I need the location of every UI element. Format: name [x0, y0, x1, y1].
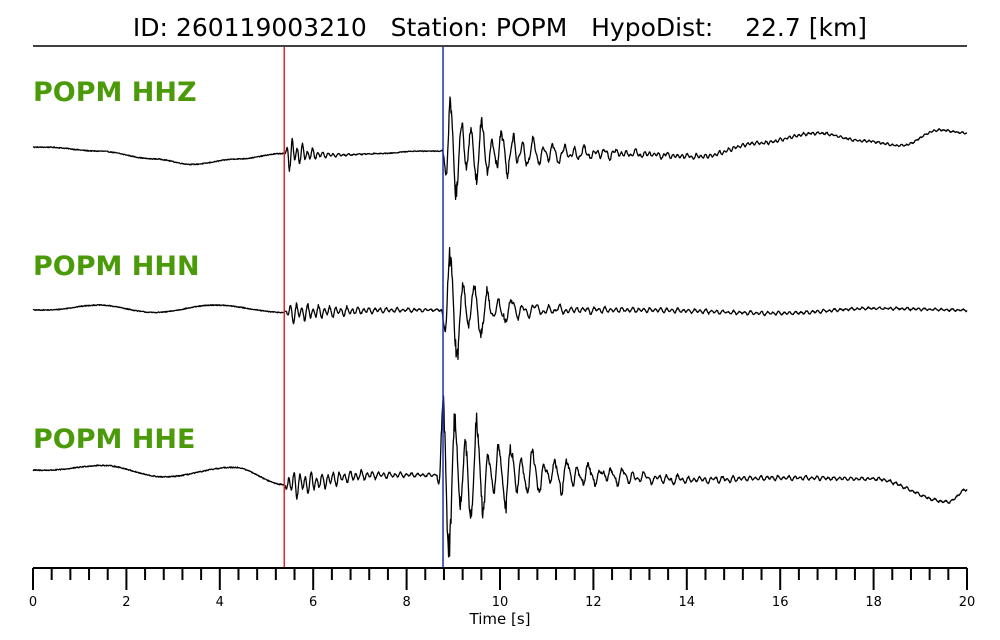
x-tick-label: 18	[865, 595, 882, 610]
channel-label-hhn: POPM HHN	[33, 251, 200, 282]
waveform-popm-hhn	[32, 246, 968, 360]
x-tick-label: 4	[216, 595, 224, 610]
channel-label-hhe: POPM HHE	[33, 424, 195, 455]
x-tick-label: 6	[309, 595, 317, 610]
figure-title: ID: 260119003210 Station: POPM HypoDist:…	[133, 13, 867, 42]
traces-group	[32, 96, 968, 558]
x-tick-label: 14	[679, 595, 696, 610]
x-tick-label: 20	[959, 595, 976, 610]
phase-markers-group	[283, 47, 444, 568]
channel-label-hhz: POPM HHZ	[33, 77, 197, 108]
x-tick-label: 8	[402, 595, 410, 610]
waveform-popm-hhz	[32, 96, 968, 201]
waveform-popm-hhe	[32, 395, 968, 558]
x-tick-label: 2	[122, 595, 130, 610]
x-tick-label: 12	[585, 595, 602, 610]
x-tick-label: 16	[772, 595, 789, 610]
x-axis: 0 2 4 6 8 10 12 14 16 18 20	[29, 567, 976, 610]
x-tick-label: 10	[492, 595, 509, 610]
x-tick-label: 0	[29, 595, 37, 610]
x-axis-label: Time [s]	[469, 610, 531, 628]
